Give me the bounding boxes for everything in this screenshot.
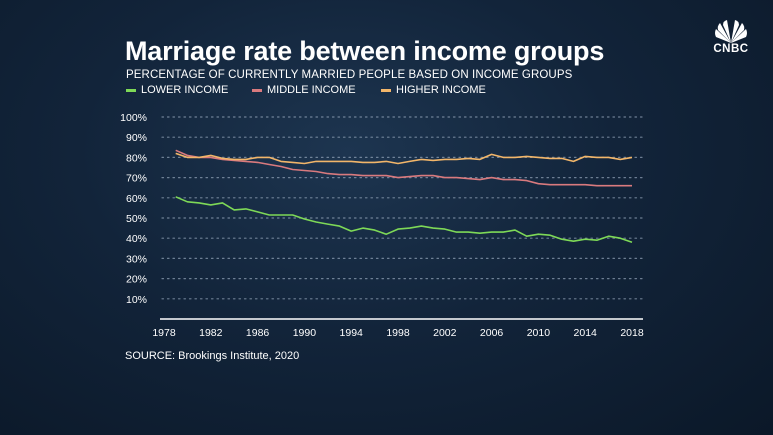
x-tick-label: 1994	[340, 327, 364, 339]
chart-subtitle: PERCENTAGE OF CURRENTLY MARRIED PEOPLE B…	[126, 69, 573, 81]
series-line-middle-income	[175, 149, 632, 187]
x-tick-label: 1982	[199, 327, 223, 339]
x-tick-label: 2006	[480, 327, 504, 339]
legend-item-middle-income: MIDDLE INCOME	[252, 84, 356, 96]
y-tick-label: 40%	[126, 233, 147, 245]
x-tick-label: 2002	[433, 327, 457, 339]
legend: LOWER INCOME MIDDLE INCOME HIGHER INCOME	[0, 84, 773, 98]
cnbc-logo-text: CNBC	[713, 43, 749, 55]
legend-label-middle: MIDDLE INCOME	[267, 84, 356, 96]
x-tick-label: 2010	[527, 327, 551, 339]
legend-swatch-middle	[252, 88, 262, 92]
x-tick-label: 1986	[246, 327, 270, 339]
source-note: SOURCE: Brookings Institute, 2020	[125, 350, 300, 362]
y-tick-label: 100%	[120, 112, 147, 124]
y-tick-label: 20%	[126, 274, 147, 286]
legend-item-lower-income: LOWER INCOME	[126, 84, 228, 96]
series-line-lower-income	[175, 196, 633, 243]
y-tick-label: 60%	[126, 193, 147, 205]
x-tick-label: 1990	[293, 327, 317, 339]
x-tick-label: 1998	[386, 327, 410, 339]
x-tick-label: 1978	[152, 327, 176, 339]
y-tick-label: 10%	[126, 294, 147, 306]
y-tick-label: 50%	[126, 213, 147, 225]
legend-swatch-higher	[381, 88, 391, 92]
series-line-higher-income	[175, 152, 633, 165]
y-tick-label: 30%	[126, 253, 147, 265]
y-tick-label: 80%	[126, 152, 147, 164]
x-tick-label: 2018	[620, 327, 644, 339]
x-tick-label: 2014	[574, 327, 598, 339]
y-tick-label: 90%	[126, 132, 147, 144]
cnbc-peacock-icon	[715, 20, 747, 43]
y-tick-label: 70%	[126, 173, 147, 185]
legend-label-lower: LOWER INCOME	[141, 84, 229, 96]
chart-title: Marriage rate between income groups	[125, 36, 605, 66]
legend-label-higher: HIGHER INCOME	[396, 84, 486, 96]
legend-item-higher-income: HIGHER INCOME	[381, 84, 486, 96]
legend-swatch-lower	[126, 88, 136, 92]
